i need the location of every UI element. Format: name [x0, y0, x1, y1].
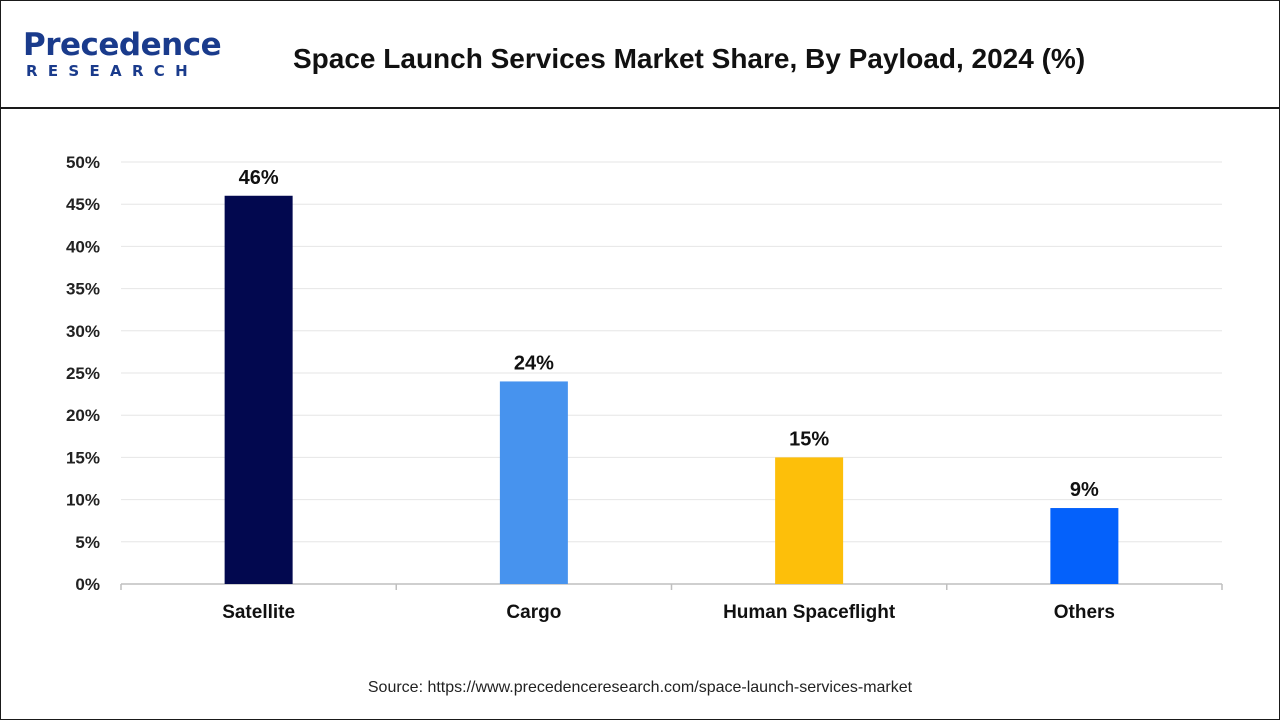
bar-human-spaceflight — [775, 457, 844, 584]
y-tick-label: 45% — [66, 195, 100, 214]
bar-others — [1050, 508, 1119, 584]
y-tick-label: 10% — [66, 491, 100, 510]
logo-subtitle: RESEARCH — [26, 62, 198, 80]
y-tick-label: 15% — [66, 448, 100, 467]
y-tick-label: 35% — [66, 280, 100, 299]
bar-satellite — [224, 195, 293, 584]
x-tick-label: Satellite — [222, 602, 295, 623]
bar-chart: 0% 5% 10% 15% 20% 25% 30% 35% 40% 45% 50% 46% Satell… — [66, 153, 1223, 623]
y-tick-label: 5% — [75, 533, 100, 552]
header: Precedence RESEARCH Space Launch Service… — [1, 1, 1279, 109]
data-label: 15% — [789, 428, 829, 450]
x-tick-label: Others — [1054, 602, 1115, 623]
bar-cargo — [499, 381, 568, 584]
brand-logo: Precedence RESEARCH — [23, 27, 223, 83]
x-tick-label: Cargo — [506, 602, 561, 623]
y-tick-label: 50% — [66, 153, 100, 172]
y-tick-label: 25% — [66, 364, 100, 383]
source-note: Source: https://www.precedenceresearch.c… — [367, 679, 913, 696]
y-tick-label: 40% — [66, 237, 100, 256]
y-tick-label: 20% — [66, 406, 100, 425]
data-label: 46% — [239, 167, 279, 189]
chart-title: Space Launch Services Market Share, By P… — [293, 43, 1086, 74]
data-label: 9% — [1070, 479, 1099, 501]
x-tick-label: Human Spaceflight — [723, 602, 896, 623]
logo-wordmark: Precedence — [23, 27, 222, 63]
data-label: 24% — [514, 352, 554, 374]
y-tick-label: 30% — [66, 322, 100, 341]
y-tick-label: 0% — [75, 575, 100, 594]
